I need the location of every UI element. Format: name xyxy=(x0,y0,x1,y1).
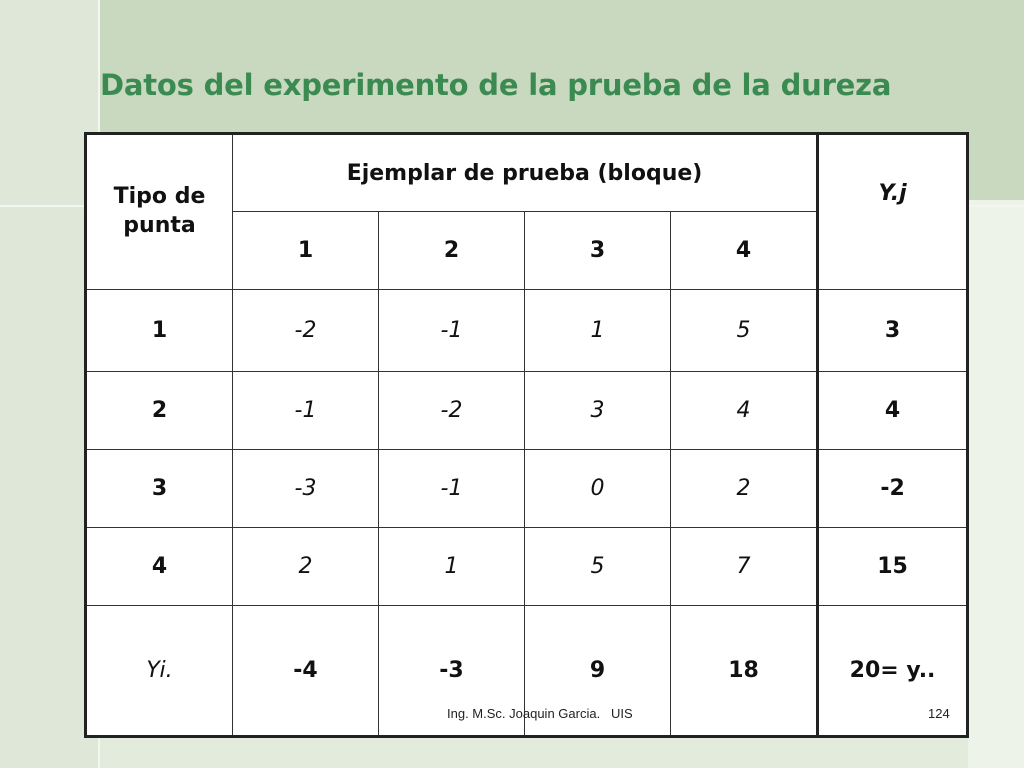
totals-row-label: Yi. xyxy=(85,605,233,737)
table-cell: 4 xyxy=(669,371,819,450)
row-total: 15 xyxy=(816,527,969,606)
row-total: 3 xyxy=(816,289,969,372)
column-total: 9 xyxy=(524,605,671,737)
hardness-data-table: Tipo de punta Ejemplar de prueba (bloque… xyxy=(84,132,970,738)
table-row: 4 2 1 5 7 15 xyxy=(85,527,969,606)
row-total: 4 xyxy=(816,371,969,450)
table-cell: 7 xyxy=(669,527,819,606)
table-cell: 5 xyxy=(524,527,671,606)
table-row: 3 -3 -1 0 2 -2 xyxy=(85,449,969,528)
background-left-panel xyxy=(0,0,100,768)
group-header-label: Ejemplar de prueba (bloque) xyxy=(231,133,819,212)
table-cell: 1 xyxy=(524,289,671,372)
column-total: 18 xyxy=(669,605,819,737)
table-row: 1 -2 -1 1 5 3 xyxy=(85,289,969,372)
tip-label: 3 xyxy=(85,449,233,528)
page-number: 124 xyxy=(928,706,950,721)
column-total: -3 xyxy=(378,605,525,737)
column-total: -4 xyxy=(232,605,379,737)
background-right-strip xyxy=(968,200,1024,768)
table-cell: -2 xyxy=(232,289,379,372)
table-header-row: Tipo de punta Ejemplar de prueba (bloque… xyxy=(85,133,969,290)
block-label: 3 xyxy=(524,211,671,290)
block-label: 1 xyxy=(232,211,379,290)
table-row: 2 -1 -2 3 4 4 xyxy=(85,371,969,450)
row-header-label: Tipo de punta xyxy=(85,133,233,290)
table-cell: 3 xyxy=(524,371,671,450)
table-cell: 1 xyxy=(378,527,525,606)
slide-footer: Ing. M.Sc. Joaquin Garcia. UIS xyxy=(447,706,633,721)
tip-label: 4 xyxy=(85,527,233,606)
table-cell: -1 xyxy=(232,371,379,450)
tip-label: 2 xyxy=(85,371,233,450)
table-cell: -2 xyxy=(378,371,525,450)
tip-label: 1 xyxy=(85,289,233,372)
block-label: 2 xyxy=(378,211,525,290)
table-cell: 5 xyxy=(669,289,819,372)
totals-row: Yi. -4 -3 9 18 20= y.. xyxy=(85,605,969,737)
row-total: -2 xyxy=(816,449,969,528)
block-label: 4 xyxy=(669,211,819,290)
table-cell: -1 xyxy=(378,449,525,528)
table-cell: -3 xyxy=(232,449,379,528)
grand-total: 20= y.. xyxy=(816,605,969,737)
table-cell: -1 xyxy=(378,289,525,372)
total-col-label: Y.j xyxy=(816,133,969,290)
slide-title: Datos del experimento de la prueba de la… xyxy=(100,68,892,102)
table-cell: 2 xyxy=(232,527,379,606)
table-cell: 0 xyxy=(524,449,671,528)
table-cell: 2 xyxy=(669,449,819,528)
